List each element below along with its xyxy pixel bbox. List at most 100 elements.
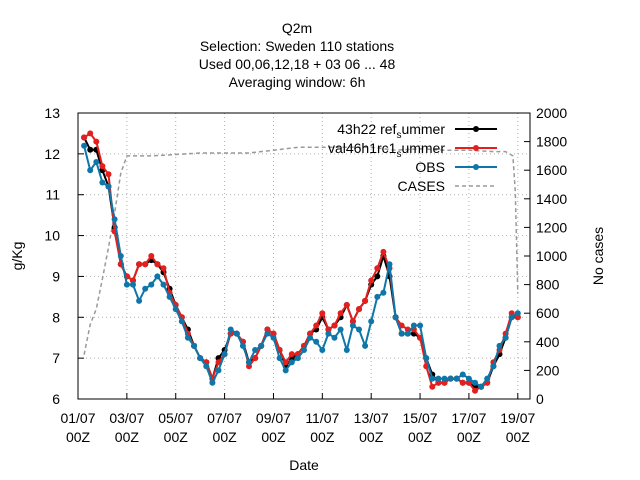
data-point xyxy=(429,375,436,382)
data-point xyxy=(465,379,472,386)
data-point xyxy=(233,330,240,337)
y2-tick-label: 2000 xyxy=(536,105,567,121)
data-point xyxy=(252,347,259,353)
data-point xyxy=(472,387,478,394)
data-point xyxy=(349,322,356,329)
x-tick-label: 00Z xyxy=(408,429,433,445)
data-point xyxy=(392,314,399,321)
data-point xyxy=(319,310,326,317)
data-point xyxy=(246,359,252,366)
data-point xyxy=(472,379,478,386)
data-point xyxy=(288,351,295,358)
data-point xyxy=(356,306,362,313)
data-point xyxy=(227,326,234,333)
chart-title: Q2m Selection: Sweden 110 stations Used 00… xyxy=(199,20,396,90)
data-point xyxy=(441,375,448,382)
x-axis-label: Date xyxy=(289,457,319,473)
legend-label: OBS xyxy=(415,159,445,175)
data-point xyxy=(313,322,320,329)
data-point xyxy=(99,179,106,186)
data-point xyxy=(343,302,350,308)
y-tick-label: 6 xyxy=(52,391,60,407)
data-point xyxy=(136,261,143,268)
data-point xyxy=(258,342,265,349)
data-point xyxy=(465,375,472,382)
data-point xyxy=(172,306,179,313)
data-point xyxy=(184,334,191,341)
data-point xyxy=(496,342,503,349)
x-tick-label: 11/07 xyxy=(305,410,339,426)
data-point xyxy=(160,265,167,272)
data-point xyxy=(178,318,185,325)
data-point xyxy=(459,371,466,378)
data-point xyxy=(130,277,136,284)
data-point xyxy=(368,318,375,325)
data-point xyxy=(362,297,369,304)
data-point xyxy=(221,351,228,358)
x-tick-label: 05/07 xyxy=(158,410,193,426)
legend-marker xyxy=(473,164,479,170)
data-point xyxy=(331,322,338,329)
y-tick-label: 13 xyxy=(44,105,60,121)
data-point xyxy=(81,134,88,141)
data-point xyxy=(282,367,289,374)
data-point xyxy=(87,130,94,137)
y2-tick-label: 1200 xyxy=(536,219,567,235)
x-tick-label: 00Z xyxy=(213,429,238,445)
title-line: Used 00,06,12,18 + 03 06 ... 48 xyxy=(199,56,396,72)
data-point xyxy=(154,273,161,280)
grid xyxy=(78,113,530,399)
x-tick-label: 00Z xyxy=(164,429,189,445)
y-tick-label: 10 xyxy=(44,228,60,244)
y-axis-label: g/Kg xyxy=(9,242,25,271)
x-tick-label: 00Z xyxy=(310,429,335,445)
data-point xyxy=(142,261,149,268)
data-point xyxy=(429,383,436,390)
data-point xyxy=(484,375,491,382)
data-point xyxy=(215,367,222,374)
data-point xyxy=(459,379,466,386)
data-point xyxy=(81,142,88,149)
data-point xyxy=(337,326,344,333)
y2-tick-label: 1400 xyxy=(536,191,567,207)
legend-marker xyxy=(473,145,479,151)
legend-marker xyxy=(473,126,479,132)
data-point xyxy=(307,334,314,341)
data-point xyxy=(99,163,106,170)
data-point xyxy=(111,216,118,223)
data-point xyxy=(246,363,252,370)
data-point xyxy=(410,322,417,329)
data-point xyxy=(319,347,326,353)
data-point xyxy=(270,334,277,341)
data-point xyxy=(148,281,155,288)
data-point xyxy=(337,310,344,317)
data-point xyxy=(380,248,387,255)
data-point xyxy=(93,138,100,145)
data-point xyxy=(160,281,167,288)
legend-label: CASES xyxy=(398,178,445,194)
data-point xyxy=(270,330,277,337)
data-point xyxy=(398,330,405,337)
data-point xyxy=(313,338,320,345)
data-point xyxy=(508,314,515,321)
data-point xyxy=(301,347,307,353)
data-point xyxy=(508,310,515,317)
data-point xyxy=(374,265,381,272)
series-obs xyxy=(81,142,521,390)
x-tick-label: 01/07 xyxy=(60,410,95,426)
data-point xyxy=(307,330,314,337)
y2-tick-label: 0 xyxy=(536,391,544,407)
data-point xyxy=(264,330,271,337)
x-tick-label: 00Z xyxy=(506,429,531,445)
y2-tick-label: 1000 xyxy=(536,248,567,264)
y2-axis-label: No cases xyxy=(590,227,606,285)
data-point xyxy=(209,379,216,386)
legend-label: val46h1rc1summer xyxy=(328,140,445,160)
data-point xyxy=(368,277,375,284)
legend-label: 43h22 refsummer xyxy=(337,121,445,141)
data-point xyxy=(374,273,381,280)
data-point xyxy=(197,355,204,362)
y-tick-label: 8 xyxy=(52,309,60,325)
data-point xyxy=(130,281,136,288)
